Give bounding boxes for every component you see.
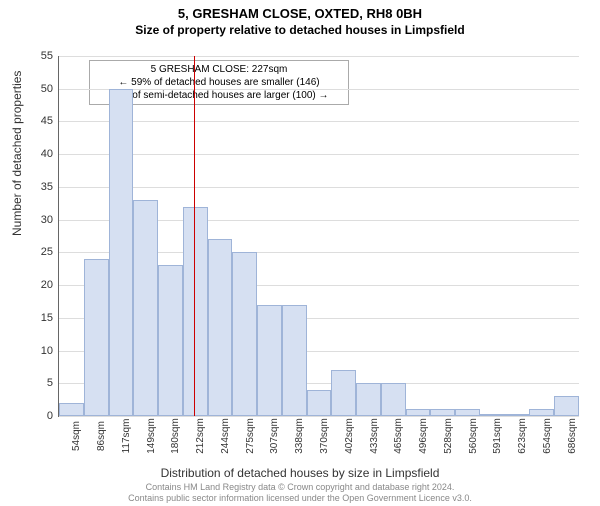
x-tick: 275sqm [245,418,256,454]
x-tick: 370sqm [319,418,330,454]
x-tick: 338sqm [294,418,305,454]
y-tick: 55 [41,50,59,62]
y-tick: 25 [41,246,59,258]
bar [282,305,307,416]
x-tick: 86sqm [96,421,107,451]
annotation-line1: 5 GRESHAM CLOSE: 227sqm [94,63,344,76]
bar [208,239,233,416]
y-tick: 5 [47,377,59,389]
y-tick: 40 [41,148,59,160]
x-tick: 244sqm [220,418,231,454]
bar [554,396,579,416]
bar [406,409,431,416]
bar [307,390,332,416]
gridline [59,56,579,57]
x-axis-label: Distribution of detached houses by size … [0,466,600,480]
bar [480,414,505,416]
footer-line1: Contains HM Land Registry data © Crown c… [0,482,600,493]
bar [505,414,530,416]
x-tick: 496sqm [418,418,429,454]
gridline [59,187,579,188]
x-tick: 149sqm [146,418,157,454]
chart-container: 5, GRESHAM CLOSE, OXTED, RH8 0BH Size of… [0,6,600,506]
bar [430,409,455,416]
y-axis-label: Number of detached properties [10,71,24,236]
x-tick: 591sqm [492,418,503,454]
x-tick: 528sqm [443,418,454,454]
bar [158,265,183,416]
bar [529,409,554,416]
page-title: 5, GRESHAM CLOSE, OXTED, RH8 0BH [0,6,600,21]
x-tick: 307sqm [269,418,280,454]
x-tick: 180sqm [170,418,181,454]
bar [133,200,158,416]
y-tick: 30 [41,214,59,226]
bar [356,383,381,416]
chart-subtitle: Size of property relative to detached ho… [0,23,600,37]
y-tick: 35 [41,181,59,193]
bar [455,409,480,416]
x-tick: 212sqm [195,418,206,454]
bar [331,370,356,416]
gridline [59,416,579,417]
y-tick: 45 [41,115,59,127]
x-tick: 117sqm [121,419,132,454]
y-tick: 0 [47,410,59,422]
x-tick: 54sqm [71,421,82,451]
y-tick: 20 [41,279,59,291]
gridline [59,121,579,122]
bar [257,305,282,416]
bar [84,259,109,416]
gridline [59,89,579,90]
bar [59,403,84,416]
footer-line2: Contains public sector information licen… [0,493,600,504]
plot-area: 5 GRESHAM CLOSE: 227sqm ← 59% of detache… [58,56,579,417]
x-tick: 433sqm [369,418,380,454]
reference-line [194,56,195,416]
footer: Contains HM Land Registry data © Crown c… [0,482,600,504]
x-tick: 686sqm [567,418,578,454]
y-tick: 50 [41,83,59,95]
x-tick: 402sqm [344,418,355,454]
x-tick: 623sqm [517,418,528,454]
bar [232,252,257,416]
annotation-line2: ← 59% of detached houses are smaller (14… [94,76,344,89]
x-tick: 465sqm [393,418,404,454]
gridline [59,154,579,155]
y-tick: 10 [41,345,59,357]
bar [109,89,134,416]
bar [381,383,406,416]
x-tick: 560sqm [468,418,479,454]
x-tick: 654sqm [542,418,553,454]
y-tick: 15 [41,312,59,324]
